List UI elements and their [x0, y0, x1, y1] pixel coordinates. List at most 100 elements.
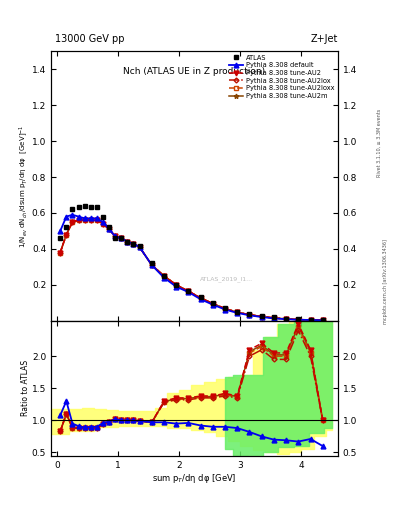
- Pythia 8.308 tune-AU2: [149, 262, 154, 268]
- Pythia 8.308 tune-AU2m: [64, 231, 69, 238]
- ATLAS: [82, 203, 87, 209]
- ATLAS: [235, 309, 240, 315]
- Pythia 8.308 tune-AU2loxx: [235, 309, 240, 315]
- Pythia 8.308 tune-AU2lox: [88, 217, 93, 223]
- ATLAS: [247, 311, 252, 317]
- Pythia 8.308 tune-AU2lox: [94, 217, 99, 223]
- Pythia 8.308 default: [235, 310, 240, 316]
- Pythia 8.308 default: [113, 233, 118, 240]
- Pythia 8.308 default: [76, 214, 81, 220]
- Pythia 8.308 default: [320, 317, 325, 324]
- Pythia 8.308 tune-AU2m: [94, 217, 99, 223]
- Pythia 8.308 tune-AU2m: [162, 273, 166, 279]
- Pythia 8.308 tune-AU2loxx: [162, 273, 166, 279]
- Line: Pythia 8.308 tune-AU2m: Pythia 8.308 tune-AU2m: [58, 218, 325, 323]
- Pythia 8.308 tune-AU2m: [272, 315, 276, 321]
- Pythia 8.308 default: [247, 312, 252, 318]
- Pythia 8.308 tune-AU2m: [131, 241, 136, 247]
- ATLAS: [272, 314, 276, 321]
- Pythia 8.308 default: [119, 235, 124, 241]
- Pythia 8.308 tune-AU2lox: [137, 244, 142, 250]
- Pythia 8.308 tune-AU2lox: [174, 282, 178, 288]
- Pythia 8.308 tune-AU2loxx: [320, 317, 325, 323]
- Pythia 8.308 tune-AU2: [119, 235, 124, 241]
- Pythia 8.308 default: [211, 302, 215, 308]
- Pythia 8.308 tune-AU2m: [296, 316, 301, 323]
- ATLAS: [88, 204, 93, 210]
- Text: ATLAS_2019_I1...: ATLAS_2019_I1...: [200, 276, 253, 282]
- Pythia 8.308 tune-AU2lox: [223, 306, 228, 312]
- Line: Pythia 8.308 tune-AU2loxx: Pythia 8.308 tune-AU2loxx: [58, 218, 325, 322]
- Pythia 8.308 tune-AU2loxx: [70, 219, 75, 225]
- Pythia 8.308 tune-AU2lox: [113, 233, 118, 240]
- Legend: ATLAS, Pythia 8.308 default, Pythia 8.308 tune-AU2, Pythia 8.308 tune-AU2lox, Py: ATLAS, Pythia 8.308 default, Pythia 8.30…: [228, 53, 336, 100]
- Pythia 8.308 tune-AU2lox: [235, 309, 240, 315]
- Pythia 8.308 tune-AU2lox: [320, 317, 325, 323]
- Pythia 8.308 default: [107, 226, 112, 232]
- Pythia 8.308 tune-AU2loxx: [88, 217, 93, 223]
- Pythia 8.308 tune-AU2loxx: [198, 295, 203, 301]
- Pythia 8.308 tune-AU2m: [235, 309, 240, 315]
- Y-axis label: Ratio to ATLAS: Ratio to ATLAS: [22, 360, 31, 416]
- Pythia 8.308 tune-AU2lox: [272, 315, 276, 321]
- ATLAS: [259, 313, 264, 319]
- Pythia 8.308 tune-AU2loxx: [107, 226, 112, 232]
- Pythia 8.308 tune-AU2: [162, 273, 166, 279]
- Pythia 8.308 tune-AU2: [308, 317, 313, 323]
- ATLAS: [125, 239, 130, 245]
- Pythia 8.308 tune-AU2loxx: [125, 239, 130, 245]
- Pythia 8.308 tune-AU2lox: [259, 313, 264, 319]
- Pythia 8.308 tune-AU2: [137, 244, 142, 250]
- Pythia 8.308 default: [64, 214, 69, 220]
- Pythia 8.308 default: [186, 289, 191, 295]
- ATLAS: [101, 215, 105, 221]
- Pythia 8.308 tune-AU2m: [149, 262, 154, 268]
- Pythia 8.308 tune-AU2loxx: [247, 312, 252, 318]
- Pythia 8.308 tune-AU2lox: [76, 217, 81, 223]
- ATLAS: [64, 224, 69, 230]
- Pythia 8.308 tune-AU2lox: [211, 301, 215, 307]
- Pythia 8.308 tune-AU2loxx: [284, 316, 288, 322]
- Pythia 8.308 tune-AU2: [186, 288, 191, 294]
- Pythia 8.308 default: [198, 296, 203, 303]
- Pythia 8.308 tune-AU2m: [320, 317, 325, 323]
- ATLAS: [58, 235, 62, 241]
- Pythia 8.308 tune-AU2loxx: [137, 244, 142, 250]
- Pythia 8.308 tune-AU2loxx: [76, 217, 81, 223]
- Pythia 8.308 tune-AU2lox: [70, 219, 75, 225]
- Pythia 8.308 tune-AU2loxx: [308, 317, 313, 323]
- Pythia 8.308 tune-AU2loxx: [272, 315, 276, 321]
- Pythia 8.308 tune-AU2loxx: [186, 288, 191, 294]
- Pythia 8.308 default: [223, 307, 228, 313]
- Pythia 8.308 tune-AU2m: [76, 217, 81, 223]
- Pythia 8.308 default: [58, 228, 62, 234]
- Pythia 8.308 tune-AU2: [247, 312, 252, 318]
- Pythia 8.308 tune-AU2: [107, 226, 112, 232]
- Pythia 8.308 tune-AU2: [211, 301, 215, 307]
- Pythia 8.308 tune-AU2loxx: [113, 233, 118, 240]
- Pythia 8.308 tune-AU2lox: [107, 226, 112, 232]
- Pythia 8.308 default: [308, 317, 313, 323]
- Pythia 8.308 default: [149, 262, 154, 268]
- Pythia 8.308 default: [125, 239, 130, 245]
- Pythia 8.308 tune-AU2: [320, 317, 325, 323]
- ATLAS: [174, 282, 178, 288]
- Pythia 8.308 tune-AU2lox: [186, 288, 191, 294]
- Pythia 8.308 tune-AU2lox: [131, 241, 136, 247]
- Pythia 8.308 tune-AU2: [76, 217, 81, 223]
- Pythia 8.308 tune-AU2m: [82, 217, 87, 223]
- Pythia 8.308 tune-AU2lox: [308, 317, 313, 323]
- Pythia 8.308 default: [131, 241, 136, 247]
- Pythia 8.308 tune-AU2lox: [296, 316, 301, 323]
- ATLAS: [119, 235, 124, 241]
- Pythia 8.308 tune-AU2m: [186, 288, 191, 294]
- Pythia 8.308 default: [162, 274, 166, 281]
- Pythia 8.308 tune-AU2lox: [125, 239, 130, 245]
- Pythia 8.308 tune-AU2loxx: [58, 249, 62, 255]
- Pythia 8.308 tune-AU2m: [119, 235, 124, 241]
- ATLAS: [186, 288, 191, 294]
- ATLAS: [198, 294, 203, 301]
- ATLAS: [223, 305, 228, 311]
- Pythia 8.308 tune-AU2loxx: [223, 306, 228, 312]
- Pythia 8.308 tune-AU2m: [137, 244, 142, 250]
